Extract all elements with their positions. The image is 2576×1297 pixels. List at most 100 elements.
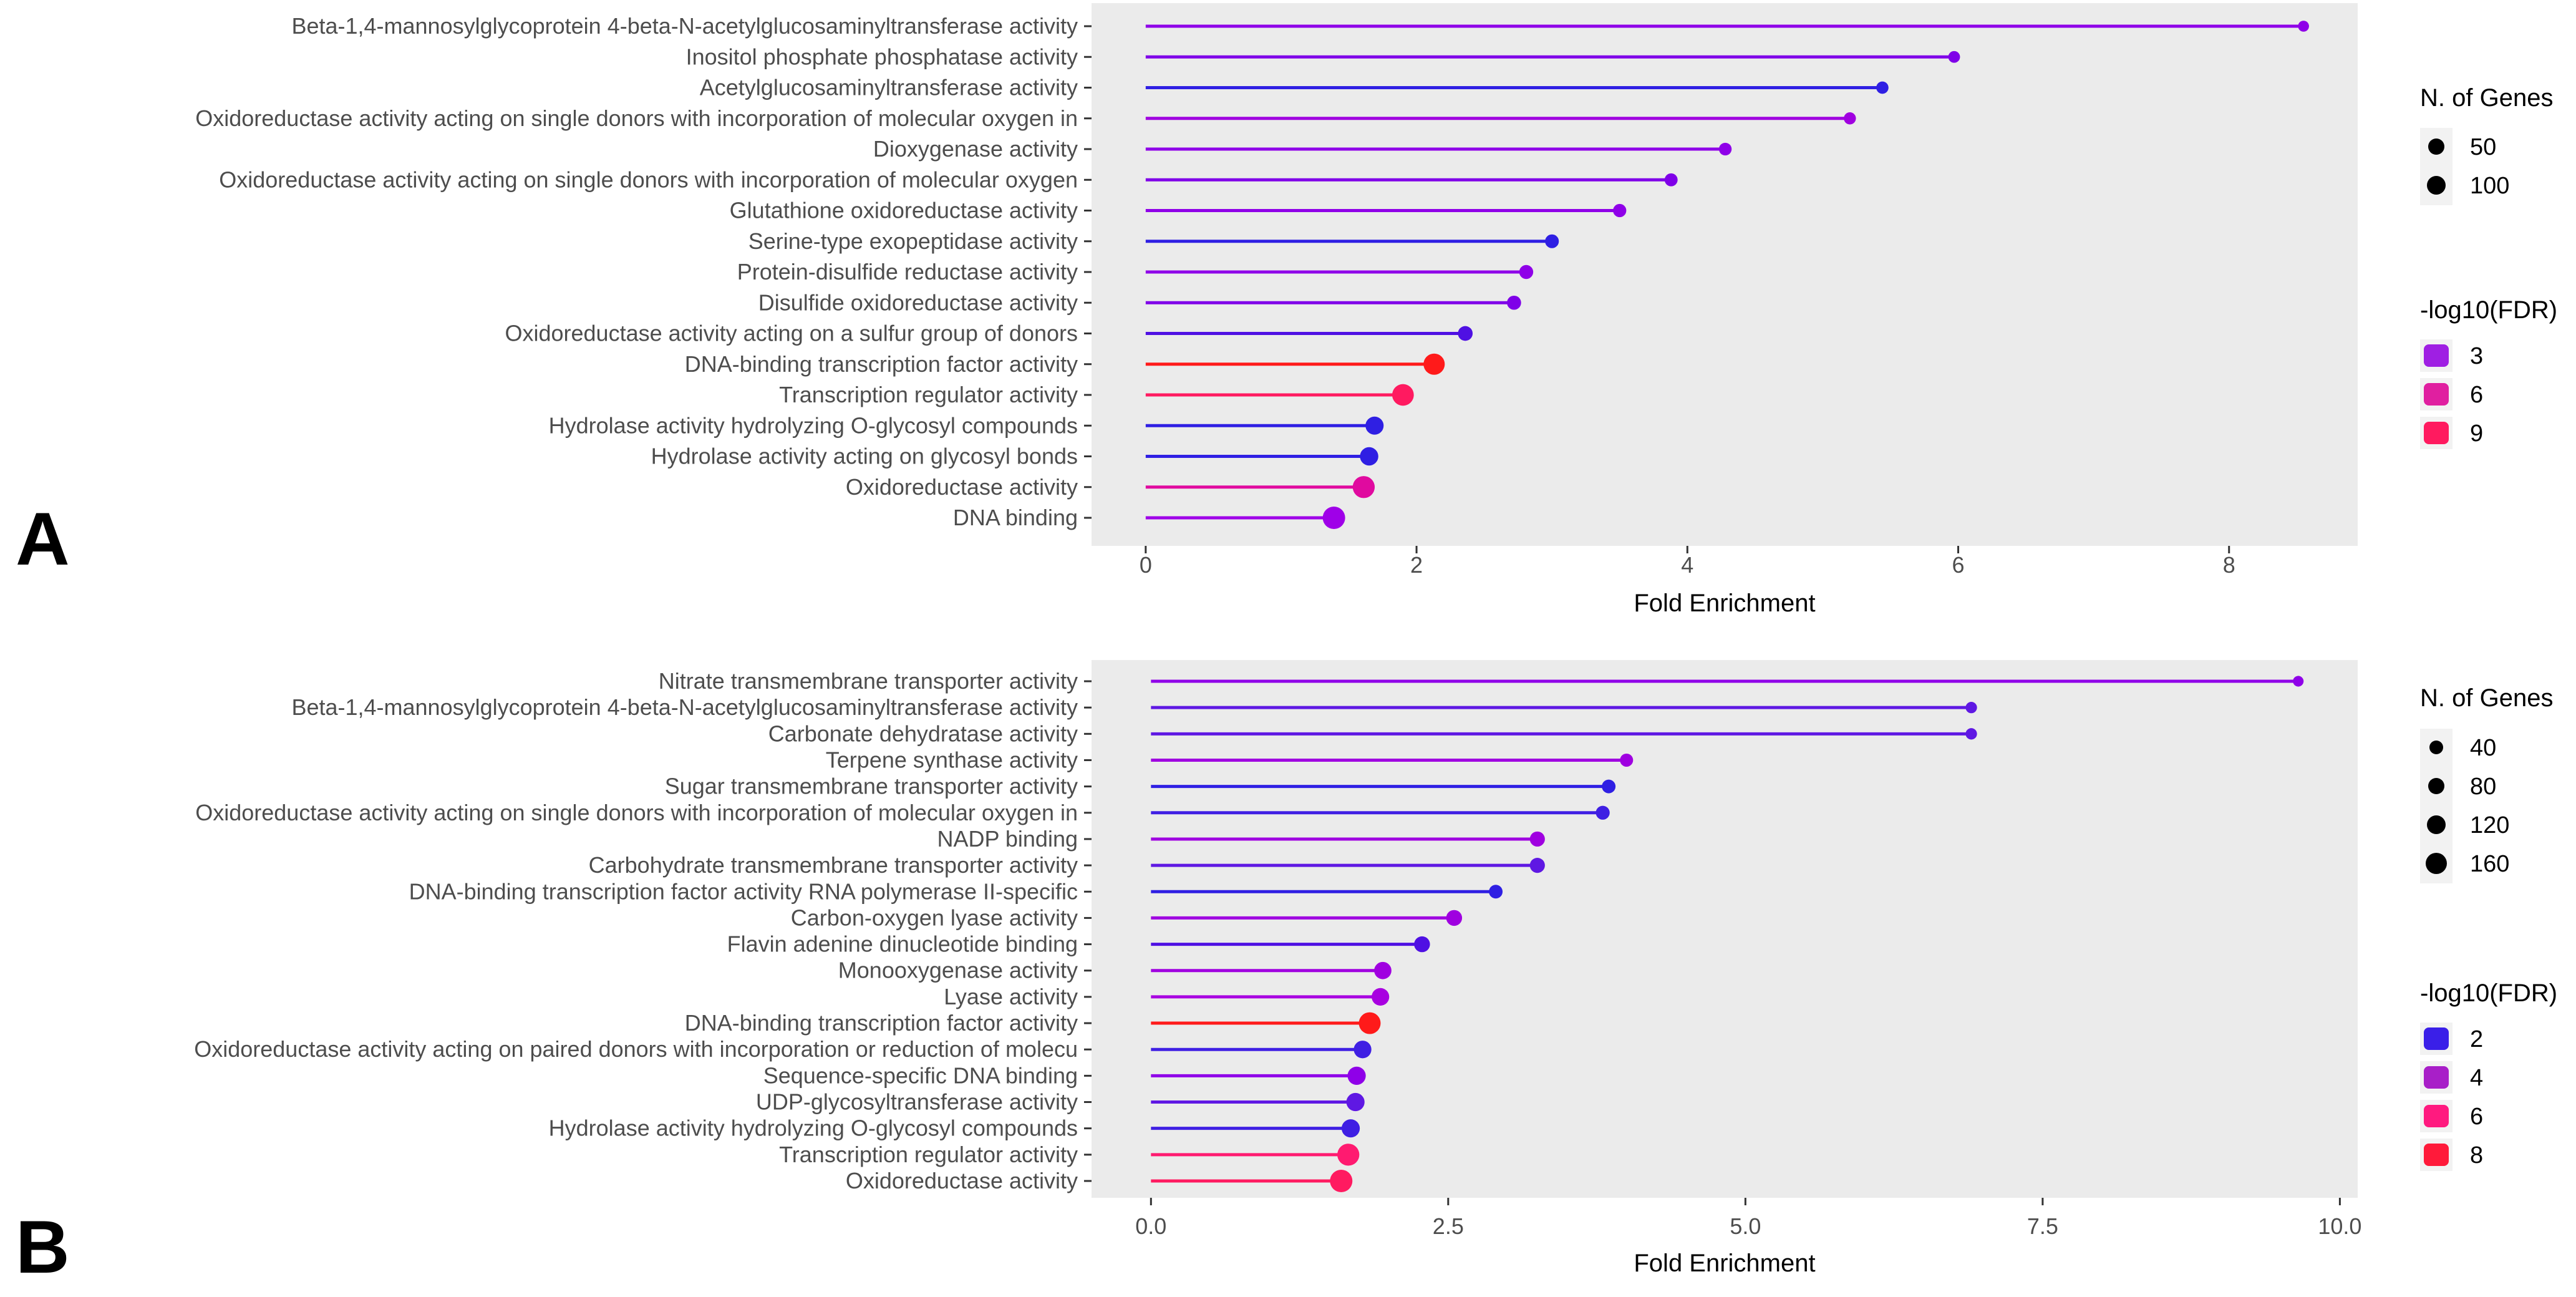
lollipop-point [1330, 1170, 1353, 1192]
category-label: Oxidoreductase activity acting on single… [195, 105, 1078, 131]
lollipop-point [1353, 1041, 1372, 1059]
category-label: Hydrolase activity hydrolyzing O-glycosy… [549, 412, 1078, 438]
size-legend-key [2426, 853, 2447, 874]
color-legend-title: -log10(FDR) [2420, 979, 2557, 1007]
size-legend-title: N. of Genes [2420, 84, 2553, 112]
x-tick-label: 5.0 [1730, 1213, 1761, 1239]
category-label: Nitrate transmembrane transporter activi… [659, 668, 1078, 694]
category-label: Carbonate dehydratase activity [768, 721, 1078, 746]
size-legend-title: N. of Genes [2420, 684, 2553, 712]
category-label: Transcription regulator activity [779, 1142, 1078, 1167]
category-label: Flavin adenine dinucleotide binding [727, 931, 1078, 957]
size-legend-label: 100 [2470, 173, 2509, 199]
lollipop-point [1423, 353, 1445, 375]
lollipop-point [1489, 885, 1503, 899]
color-legend-label: 6 [2470, 1104, 2483, 1130]
color-legend-key [2424, 1144, 2449, 1166]
lollipop-point [1613, 203, 1627, 218]
lollipop-point [1458, 326, 1473, 341]
color-legend-key [2424, 344, 2449, 367]
category-label: Hydrolase activity hydrolyzing O-glycosy… [549, 1115, 1078, 1141]
lollipop-point [1372, 988, 1390, 1006]
size-legend-label: 120 [2470, 812, 2509, 838]
x-tick-label: 4 [1681, 552, 1693, 578]
lollipop-point [1718, 142, 1732, 156]
x-tick-label: 0 [1140, 552, 1152, 578]
category-label: Sequence-specific DNA binding [763, 1062, 1078, 1088]
color-legend-key [2424, 1105, 2449, 1127]
category-label: DNA-binding transcription factor activit… [685, 1010, 1078, 1036]
category-label: DNA binding [953, 505, 1078, 530]
category-label: Oxidoreductase activity [846, 1168, 1078, 1193]
category-label: Sugar transmembrane transporter activity [665, 774, 1078, 799]
color-legend-key [2424, 422, 2449, 444]
lollipop-point [1545, 234, 1559, 248]
color-legend-title: -log10(FDR) [2420, 296, 2557, 324]
color-legend-label: 6 [2470, 382, 2483, 408]
plot-background [1092, 3, 2358, 546]
x-axis-title: Fold Enrichment [1634, 590, 1815, 617]
panel-b: 0.0 2.5 5.0 7.5 10.0 Nitrate transmembrane tr… [16, 660, 2557, 1289]
category-label: Carbon-oxygen lyase activity [791, 905, 1078, 930]
x-tick-label: 8 [2223, 552, 2235, 578]
size-legend-label: 40 [2470, 735, 2496, 761]
color-legend-label: 8 [2470, 1142, 2483, 1168]
lollipop-point [1519, 265, 1534, 279]
lollipop-point [1322, 507, 1345, 529]
category-label: Monooxygenase activity [838, 958, 1078, 983]
category-label: DNA-binding transcription factor activit… [409, 878, 1078, 904]
category-label: Beta-1,4-mannosylglycoprotein 4-beta-N-a… [291, 13, 1078, 39]
lollipop-point [1602, 779, 1616, 794]
category-label: Oxidoreductase activity acting on a sulf… [505, 321, 1078, 346]
category-label: NADP binding [937, 826, 1078, 852]
size-legend-label: 50 [2470, 134, 2496, 160]
category-label: Oxidoreductase activity acting on paired… [194, 1036, 1078, 1062]
color-legend-key [2424, 1066, 2449, 1089]
lollipop-point [1346, 1092, 1365, 1112]
size-legend-label: 160 [2470, 851, 2509, 877]
x-tick-label: 7.5 [2027, 1213, 2058, 1239]
lollipop-point [1360, 447, 1378, 466]
lollipop-point [1352, 476, 1375, 498]
lollipop-point [1948, 51, 1960, 63]
category-label: UDP-glycosyltransferase activity [756, 1089, 1078, 1115]
lollipop-point [1529, 858, 1545, 873]
lollipop-point [1507, 295, 1521, 310]
category-label: Oxidoreductase activity acting on single… [219, 167, 1078, 192]
size-legend-key [2427, 176, 2446, 195]
color-legend-label: 3 [2470, 343, 2483, 369]
lollipop-point [1664, 173, 1678, 187]
category-label: Glutathione oxidoreductase activity [730, 198, 1078, 223]
lollipop-point [1374, 961, 1392, 979]
size-legend-key [2429, 741, 2443, 754]
lollipop-point [1965, 728, 1977, 740]
color-legend-label: 2 [2470, 1026, 2483, 1052]
color-legend-label: 9 [2470, 420, 2483, 447]
lollipop-point [1392, 384, 1414, 406]
lollipop-point [1876, 81, 1889, 94]
lollipop-point [1965, 702, 1977, 714]
category-label: Carbohydrate transmembrane transporter a… [589, 852, 1078, 878]
lollipop-point [1341, 1119, 1360, 1138]
lollipop-point [1595, 805, 1610, 820]
lollipop-point [1365, 416, 1384, 435]
lollipop-point [1844, 112, 1856, 125]
category-label: Acetylglucosaminyltransferase activity [700, 75, 1078, 100]
x-axis-title: Fold Enrichment [1634, 1250, 1815, 1277]
panel-a: 0 2 4 6 8 Beta-1,4-mannosylglycoprotein 4-bet… [16, 3, 2557, 617]
lollipop-point [2298, 21, 2309, 32]
category-label: Disulfide oxidoreductase activity [758, 289, 1078, 315]
lollipop-point [2293, 676, 2304, 687]
color-legend-key [2424, 1027, 2449, 1050]
category-label: Protein-disulfide reductase activity [737, 259, 1078, 284]
lollipop-point [1529, 831, 1545, 847]
lollipop-point [1620, 753, 1634, 767]
category-label: Oxidoreductase activity [846, 474, 1078, 500]
category-label: Inositol phosphate phosphatase activity [686, 44, 1078, 69]
color-legend-key [2424, 383, 2449, 406]
panel-letter: A [16, 497, 70, 581]
plot-background [1092, 660, 2358, 1198]
size-legend-key [2427, 815, 2446, 834]
category-label: Dioxygenase activity [873, 136, 1078, 162]
